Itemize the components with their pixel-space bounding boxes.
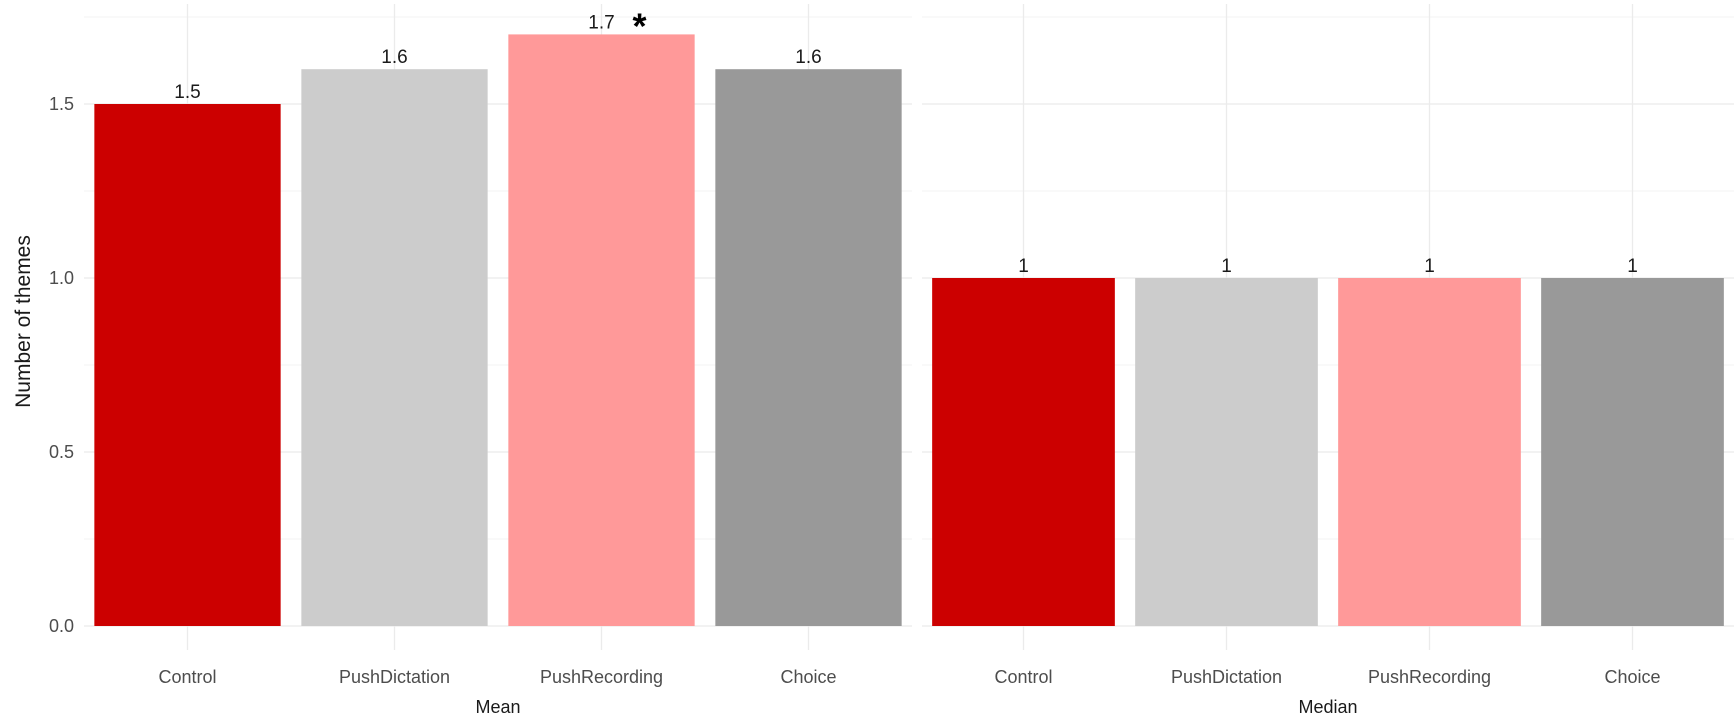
y-tick-label: 1.0 <box>49 268 74 288</box>
bar-mean-pushdictation <box>301 69 488 626</box>
x-tick-label: PushRecording <box>540 667 663 687</box>
x-tick-label: Choice <box>780 667 836 687</box>
bar-mean-pushrecording <box>508 34 695 626</box>
bar-value-label: 1 <box>1018 256 1029 277</box>
bar-value-label: 1.6 <box>381 47 407 68</box>
x-axis-title: Mean <box>475 697 520 717</box>
bar-median-pushdictation <box>1135 278 1318 626</box>
bar-median-control <box>932 278 1115 626</box>
x-tick-label: PushDictation <box>339 667 450 687</box>
bar-value-label: 1.5 <box>174 82 200 103</box>
bar-value-label: 1 <box>1221 256 1232 277</box>
bar-median-choice <box>1541 278 1724 626</box>
bar-median-pushrecording <box>1338 278 1521 626</box>
panel-mean <box>84 4 912 650</box>
panel-median <box>922 4 1734 650</box>
x-tick-label: PushRecording <box>1368 667 1491 687</box>
bar-value-label: 1 <box>1627 256 1638 277</box>
x-tick-label: Control <box>994 667 1052 687</box>
significance-asterisk: * <box>632 5 646 46</box>
x-tick-label: Choice <box>1604 667 1660 687</box>
x-tick-label: Control <box>158 667 216 687</box>
y-axis-title: Number of themes <box>12 235 35 408</box>
y-tick-label: 1.5 <box>49 94 74 114</box>
y-tick-label: 0.0 <box>49 616 74 636</box>
bar-mean-control <box>94 104 281 626</box>
bar-value-label: 1 <box>1424 256 1435 277</box>
bar-value-label: 1.6 <box>795 47 821 68</box>
bar-value-label: 1.7 <box>588 12 614 33</box>
x-axis-title: Median <box>1298 697 1357 717</box>
bar-mean-choice <box>715 69 902 626</box>
x-tick-label: PushDictation <box>1171 667 1282 687</box>
y-tick-label: 0.5 <box>49 442 74 462</box>
